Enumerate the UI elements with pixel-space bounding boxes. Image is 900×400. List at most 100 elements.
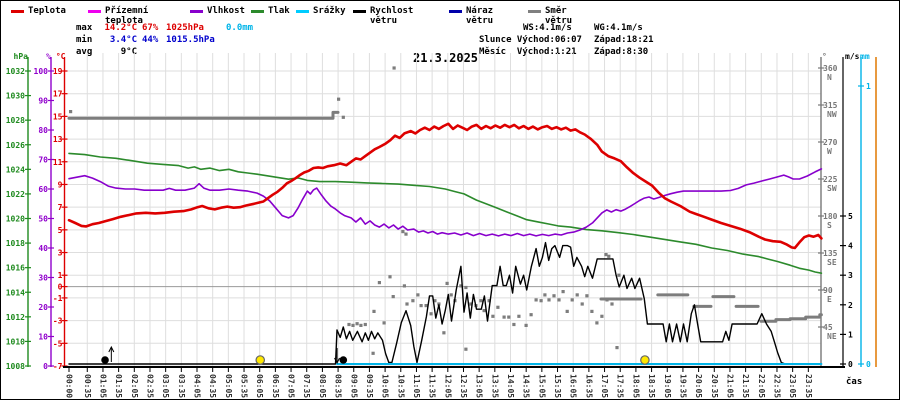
svg-text:18:35: 18:35 bbox=[647, 374, 656, 398]
svg-text:04:05: 04:05 bbox=[193, 374, 202, 398]
svg-text:16:05: 16:05 bbox=[569, 374, 578, 398]
svg-text:07:05: 07:05 bbox=[287, 374, 296, 398]
svg-text:09:35: 09:35 bbox=[365, 374, 374, 398]
svg-text:06:35: 06:35 bbox=[271, 374, 280, 398]
svg-text:00:35: 00:35 bbox=[83, 374, 92, 398]
svg-text:17: 17 bbox=[53, 90, 63, 99]
svg-text:20:35: 20:35 bbox=[710, 374, 719, 398]
moon-set-text: Západ:8:30 bbox=[594, 47, 649, 57]
svg-text:07:35: 07:35 bbox=[302, 374, 311, 398]
svg-text:04:35: 04:35 bbox=[208, 374, 217, 398]
svg-text:08:35: 08:35 bbox=[334, 374, 343, 398]
svg-text:21:35: 21:35 bbox=[741, 374, 750, 398]
svg-text:16:35: 16:35 bbox=[584, 374, 593, 398]
svg-text:06:05: 06:05 bbox=[255, 374, 264, 398]
svg-text:360: 360 bbox=[823, 64, 838, 73]
svg-text:1032: 1032 bbox=[6, 67, 25, 76]
svg-text:80: 80 bbox=[38, 126, 48, 135]
svg-text:30: 30 bbox=[38, 274, 48, 283]
svg-text:19:05: 19:05 bbox=[663, 374, 672, 398]
svg-text:01:05: 01:05 bbox=[99, 374, 108, 398]
svg-text:13:05: 13:05 bbox=[475, 374, 484, 398]
prizemni-teplota-line-swatch bbox=[88, 10, 101, 13]
svg-text:15:05: 15:05 bbox=[537, 374, 546, 398]
svg-text:00:00: 00:00 bbox=[65, 374, 74, 398]
svg-text:3: 3 bbox=[848, 271, 853, 280]
svg-text:NE: NE bbox=[827, 332, 837, 341]
svg-text:11:35: 11:35 bbox=[428, 374, 437, 398]
svg-text:%: % bbox=[46, 52, 51, 61]
svg-text:14:35: 14:35 bbox=[522, 374, 531, 398]
svg-text:N: N bbox=[827, 73, 832, 82]
svg-text:90: 90 bbox=[823, 286, 833, 295]
legend-label: Teplota bbox=[28, 6, 66, 16]
svg-text:20:05: 20:05 bbox=[694, 374, 703, 398]
svg-text:01:35: 01:35 bbox=[114, 374, 123, 398]
svg-text:hPa: hPa bbox=[14, 52, 29, 61]
stat-max-temp: 14.2°C bbox=[104, 23, 137, 33]
svg-text:22:05: 22:05 bbox=[757, 374, 766, 398]
svg-text:0: 0 bbox=[43, 362, 48, 371]
svg-text:270: 270 bbox=[823, 138, 838, 147]
svg-text:90: 90 bbox=[38, 97, 48, 106]
moon-rise-text: Měsíc Východ:1:21 bbox=[479, 47, 577, 57]
svg-text:-1: -1 bbox=[53, 294, 63, 303]
svg-text:-7: -7 bbox=[53, 362, 63, 371]
svg-text:SW: SW bbox=[827, 184, 837, 193]
sun-set-text: Západ:18:21 bbox=[594, 35, 654, 45]
sun-rise-marker bbox=[255, 355, 266, 365]
svg-text:135: 135 bbox=[823, 249, 838, 258]
svg-text:05:05: 05:05 bbox=[224, 374, 233, 398]
stat-avg-label: avg bbox=[76, 47, 93, 57]
svg-text:NW: NW bbox=[827, 110, 837, 119]
svg-text:1014: 1014 bbox=[6, 288, 25, 297]
wind-speed-stat: WS:4.1m/s bbox=[523, 23, 572, 33]
srazky-line-swatch bbox=[296, 10, 309, 13]
stat-max-label: max bbox=[76, 23, 93, 33]
stat-avg-temp: 9°C bbox=[120, 47, 137, 57]
svg-text:19:35: 19:35 bbox=[678, 374, 687, 398]
svg-text:13: 13 bbox=[53, 135, 63, 144]
svg-text:315: 315 bbox=[823, 101, 838, 110]
legend-label: Tlak bbox=[268, 6, 290, 16]
legend-label: Přízemní teplota bbox=[105, 6, 149, 26]
moon-rise-marker bbox=[101, 356, 109, 364]
svg-text:11:05: 11:05 bbox=[412, 374, 421, 398]
svg-text:70: 70 bbox=[38, 156, 48, 165]
stat-max-precip: 0.0mm bbox=[226, 23, 254, 33]
stat-min-pressure: 1015.5hPa bbox=[166, 35, 215, 45]
stat-max-humidity: 67% bbox=[142, 23, 159, 33]
svg-text:1: 1 bbox=[866, 82, 871, 91]
wind-gust-stat: WG:4.1m/s bbox=[594, 23, 643, 33]
svg-text:11: 11 bbox=[53, 158, 63, 167]
svg-text:05:35: 05:35 bbox=[240, 374, 249, 398]
svg-text:15: 15 bbox=[53, 112, 63, 121]
vlhkost-line-swatch bbox=[190, 10, 203, 13]
chart-title-date: 21.3.2025 bbox=[413, 51, 479, 65]
svg-text:08:05: 08:05 bbox=[318, 374, 327, 398]
svg-text:225: 225 bbox=[823, 175, 838, 184]
svg-text:13:35: 13:35 bbox=[490, 374, 499, 398]
svg-text:22:35: 22:35 bbox=[773, 374, 782, 398]
tlak-line-swatch bbox=[251, 10, 264, 13]
svg-text:02:35: 02:35 bbox=[146, 374, 155, 398]
svg-text:19: 19 bbox=[53, 67, 63, 76]
svg-text:mm: mm bbox=[860, 52, 870, 61]
svg-text:1026: 1026 bbox=[6, 141, 25, 150]
naraz-vetru-line-swatch bbox=[449, 10, 462, 13]
svg-text:1018: 1018 bbox=[6, 239, 25, 248]
sun-rise-text: Slunce Východ:06:07 bbox=[479, 35, 582, 45]
svg-text:3: 3 bbox=[58, 249, 63, 258]
svg-text:23:35: 23:35 bbox=[804, 374, 813, 398]
svg-text:09:05: 09:05 bbox=[349, 374, 358, 398]
svg-text:100: 100 bbox=[34, 67, 49, 76]
svg-text:12:35: 12:35 bbox=[459, 374, 468, 398]
stat-min-temp: 3.4°C bbox=[109, 35, 137, 45]
svg-text:10: 10 bbox=[38, 333, 48, 342]
svg-text:5: 5 bbox=[848, 212, 853, 221]
svg-text:1008: 1008 bbox=[6, 362, 25, 371]
stat-max-pressure: 1025hPa bbox=[166, 23, 204, 33]
svg-text:10:35: 10:35 bbox=[396, 374, 405, 398]
svg-text:S: S bbox=[827, 221, 832, 230]
